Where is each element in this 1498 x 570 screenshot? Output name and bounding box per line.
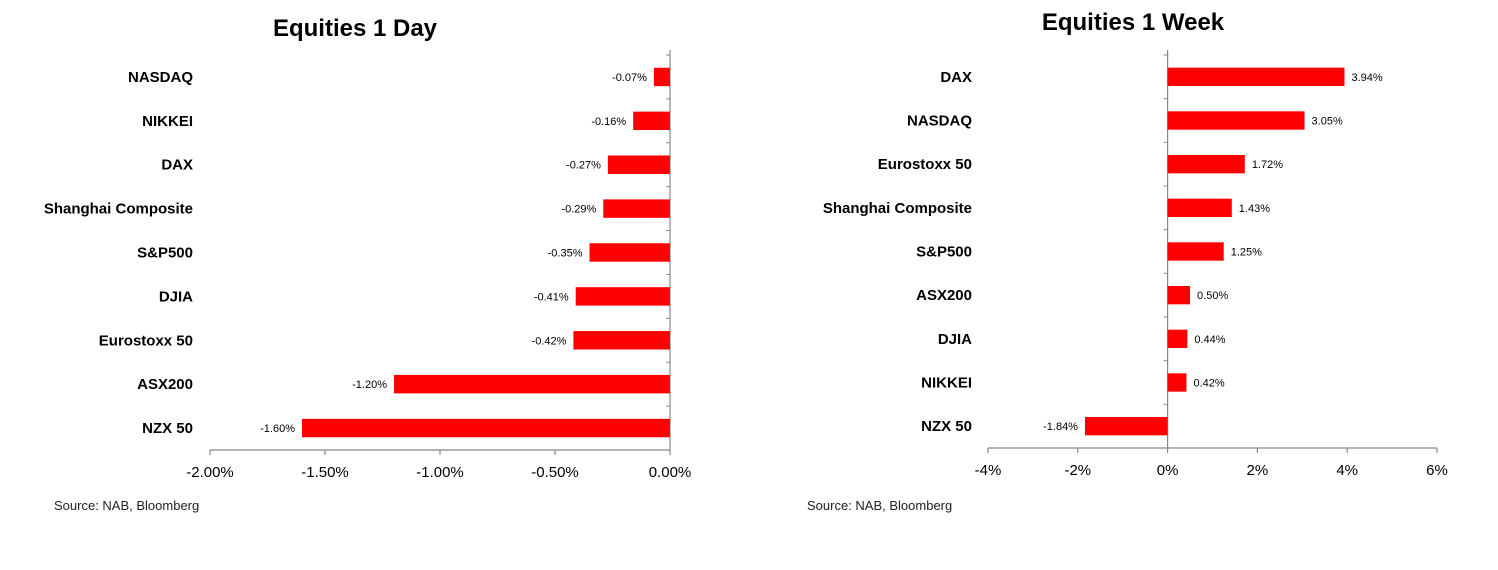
category-label: NIKKEI bbox=[921, 375, 972, 392]
category-label: NZX 50 bbox=[921, 418, 972, 435]
bar bbox=[589, 243, 670, 262]
bar bbox=[1167, 242, 1224, 261]
source-note: Source: NAB, Bloomberg bbox=[54, 498, 200, 513]
x-tick-label: 6% bbox=[1426, 462, 1448, 479]
bar bbox=[573, 331, 670, 350]
bar bbox=[1084, 416, 1168, 436]
source-note: Source: NAB, Bloomberg bbox=[807, 498, 953, 513]
data-label: -0.16% bbox=[591, 116, 626, 128]
x-tick-label: 4% bbox=[1336, 462, 1358, 479]
bar bbox=[1167, 67, 1345, 87]
bar bbox=[653, 67, 670, 87]
data-label: -0.41% bbox=[534, 291, 569, 303]
x-tick-label: -2.00% bbox=[186, 464, 234, 481]
equities-1-week-chart: -4% -2% 0% 2% 4% 6% DAX 3.94% NASDAQ 3.05% Eurosto… bbox=[823, 50, 1448, 479]
category-label: NASDAQ bbox=[128, 69, 193, 86]
bar bbox=[575, 287, 670, 306]
data-label: 3.94% bbox=[1352, 72, 1383, 84]
data-label: 0.44% bbox=[1194, 334, 1225, 346]
category-label: S&P500 bbox=[137, 245, 193, 262]
x-tick-label: 0.00% bbox=[649, 464, 692, 481]
category-label: Shanghai Composite bbox=[823, 200, 972, 217]
chart-title: Equities 1 Week bbox=[1041, 9, 1225, 36]
x-tick-label: 2% bbox=[1247, 462, 1269, 479]
category-label: DAX bbox=[161, 157, 193, 174]
data-label: 1.43% bbox=[1239, 203, 1270, 215]
bar bbox=[1167, 111, 1305, 130]
data-label: -1.60% bbox=[260, 423, 295, 435]
data-label: -0.42% bbox=[532, 335, 567, 347]
data-label: 0.42% bbox=[1193, 378, 1224, 390]
x-tick-label: 0% bbox=[1157, 462, 1179, 479]
bar bbox=[607, 155, 670, 174]
data-label: -1.20% bbox=[352, 379, 387, 391]
category-label: DJIA bbox=[159, 288, 193, 305]
chart-title: Equities 1 Day bbox=[272, 15, 438, 42]
category-label: ASX200 bbox=[916, 287, 972, 304]
equities-1-week-panel: Equities 1 Week -4% -2% 0% 2% 4% 6% DAX 3.94% NA… bbox=[745, 0, 1498, 570]
data-label: 1.72% bbox=[1252, 159, 1283, 171]
bar bbox=[1167, 154, 1245, 174]
bar bbox=[1167, 198, 1232, 218]
category-label: Eurostoxx 50 bbox=[878, 156, 972, 173]
bar bbox=[302, 418, 670, 438]
bar bbox=[1167, 373, 1187, 392]
data-label: -0.07% bbox=[612, 72, 647, 84]
data-label: -0.35% bbox=[548, 248, 583, 260]
equities-1-day-panel: Equities 1 Day -2.00% -1.50% -1.00% -0.50% 0… bbox=[0, 0, 745, 570]
bar bbox=[1167, 329, 1188, 349]
data-label: 3.05% bbox=[1312, 116, 1343, 128]
category-label: Eurostoxx 50 bbox=[99, 332, 193, 349]
category-label: NZX 50 bbox=[142, 420, 193, 437]
bar bbox=[603, 199, 670, 218]
x-tick-label: -1.50% bbox=[301, 464, 349, 481]
data-label: -0.27% bbox=[566, 160, 601, 172]
x-tick-label: -0.50% bbox=[531, 464, 579, 481]
category-label: ASX200 bbox=[137, 376, 193, 393]
bar bbox=[633, 111, 670, 131]
data-label: -0.29% bbox=[561, 204, 596, 216]
category-label: S&P500 bbox=[916, 244, 972, 261]
category-label: NASDAQ bbox=[907, 113, 972, 130]
data-label: -1.84% bbox=[1043, 421, 1078, 433]
category-label: NIKKEI bbox=[142, 113, 193, 130]
data-label: 1.25% bbox=[1231, 247, 1262, 259]
equities-1-day-chart: -2.00% -1.50% -1.00% -0.50% 0.00% NASDAQ -0.07… bbox=[44, 50, 692, 481]
bar bbox=[394, 374, 670, 394]
bar bbox=[1167, 285, 1191, 305]
category-label: Shanghai Composite bbox=[44, 201, 193, 218]
category-label: DJIA bbox=[938, 331, 972, 348]
x-tick-label: -4% bbox=[975, 462, 1002, 479]
data-label: 0.50% bbox=[1197, 290, 1228, 302]
category-label: DAX bbox=[940, 69, 972, 86]
x-tick-label: -1.00% bbox=[416, 464, 464, 481]
x-tick-label: -2% bbox=[1064, 462, 1091, 479]
